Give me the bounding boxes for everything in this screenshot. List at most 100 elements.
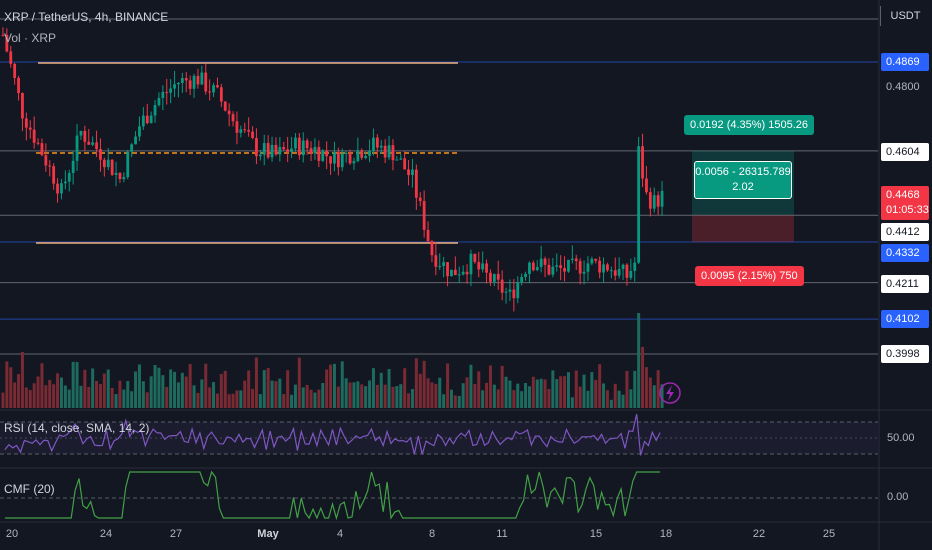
position-loss-badge[interactable]: 0.0095 (2.15%) 750 [695,266,804,286]
position-summary-box[interactable]: 0.0056 - 26315.789 2.02 [694,161,792,199]
candle-body [391,145,395,161]
candle-body [570,258,574,260]
volume-bar [469,364,473,408]
volume-bar [180,372,184,408]
last-price-value: 0.4468 [886,189,920,201]
candle-body [547,264,551,275]
symbol-legend[interactable]: XRP / TetherUS, 4h, BINANCE [4,10,169,24]
volume-bar [605,390,609,408]
volume-bar [336,386,340,408]
price-label-4211: 0.4211 [881,275,929,293]
volume-bar [36,376,40,408]
volume-bar [602,383,606,408]
candle-body [301,140,305,156]
candle-body [247,130,251,132]
volume-bar [656,370,660,408]
candle-body [559,265,563,268]
volume-bar [547,388,551,408]
candle-body [586,263,590,272]
volume-bar [293,384,297,408]
candle-body [255,138,258,157]
x-tick-18: 18 [659,528,673,540]
position-profit-badge[interactable]: 0.0192 (4.35%) 1505.26 [684,115,815,135]
volume-bar [629,389,633,408]
volume-bar [212,382,216,408]
volume-bar [63,385,67,408]
candle-body [446,262,449,277]
candle-body [352,161,356,164]
volume-bar [215,393,219,408]
volume-bar [282,394,286,408]
volume-bar [340,361,344,408]
volume-bar [543,379,547,408]
volume-bar [453,395,457,408]
candle-body [313,147,317,154]
candle-body [453,269,457,275]
volume-bar [75,361,79,408]
volume-bar [258,394,262,408]
candle-body [520,277,524,283]
volume-bar [492,384,496,408]
candle-body [477,262,481,270]
volume-bar [399,384,403,408]
volume-bar [317,389,321,408]
volume-bar [200,379,204,408]
volume-bar [106,369,110,408]
candle-body [21,93,24,119]
candle-body [375,137,379,148]
candle-body [67,173,71,182]
volume-bar [169,369,173,408]
candle-body [138,126,141,137]
volume-bar [566,372,570,408]
candle-body [368,150,371,156]
volume-bar [379,372,383,408]
x-tick-22: 22 [752,528,766,540]
candle-body [60,183,63,194]
position-stop-zone [692,215,794,243]
candle-body [481,263,485,270]
candle-body [356,150,360,162]
candle-body [294,137,297,149]
candle-body [457,274,461,276]
candle-body [399,158,403,160]
volume-bar [67,389,71,408]
volume-bar [1,392,5,408]
volume-bar [196,392,200,408]
volume-bar [520,391,524,408]
candle-body [56,183,59,194]
currency-selector[interactable]: USDT [880,6,930,26]
candle-body [563,267,566,272]
volume-bar [130,391,134,408]
volume-bar [309,389,313,408]
volume-bar [434,383,438,408]
cmf-line [4,470,661,521]
candle-body [71,160,75,174]
volume-bar [223,370,227,408]
candle-body [508,289,512,292]
volume-legend[interactable]: Vol · XRP [4,31,57,45]
candle-body [126,151,130,178]
candle-body [173,84,176,89]
candle-body [485,263,488,273]
volume-bar [617,390,621,408]
candle-body [157,97,161,106]
candle-body [165,91,169,93]
rsi-legend[interactable]: RSI (14, close, SMA, 14, 2) [4,421,150,435]
candle-body [110,159,114,175]
candle-body [63,181,67,184]
volume-bar [313,392,317,408]
cmf-legend[interactable]: CMF (20) [4,482,55,496]
volume-bar [508,380,512,408]
volume-bar [625,370,629,408]
volume-bar [496,389,500,408]
volume-bar [422,360,426,408]
volume-bar [473,384,477,408]
candle-body [196,75,200,85]
volume-bar [71,361,75,408]
candle-body [528,262,531,274]
lightning-icon[interactable] [659,382,681,404]
volume-bar [141,381,145,408]
volume-bar [188,364,192,408]
